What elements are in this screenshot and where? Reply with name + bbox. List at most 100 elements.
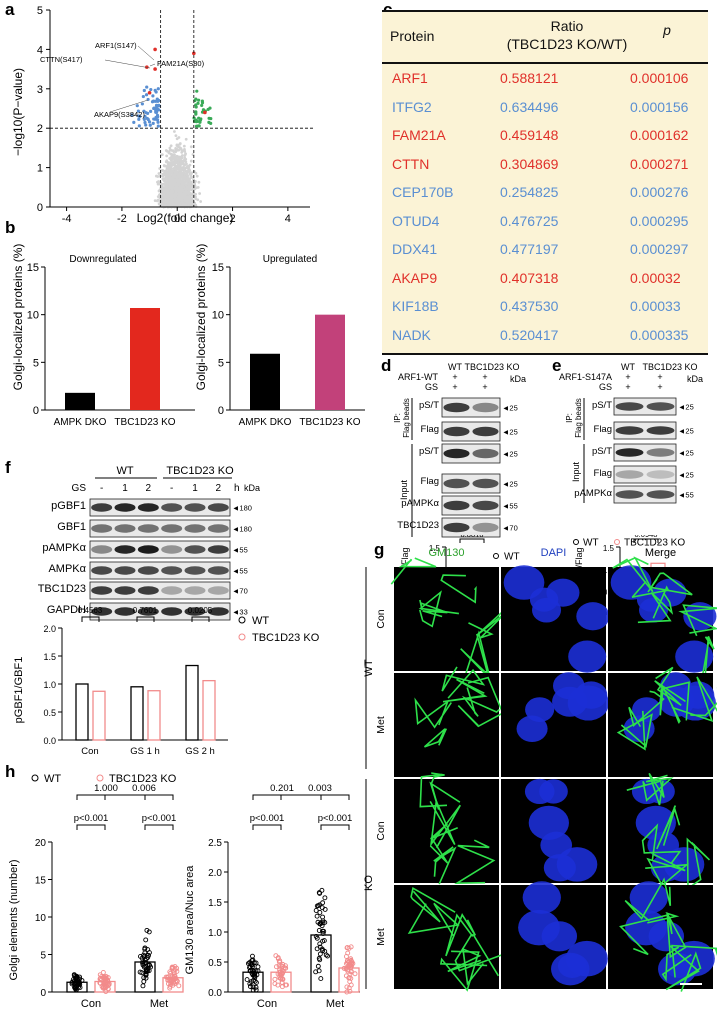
volcano-point-down <box>141 94 145 99</box>
data-point <box>343 954 349 959</box>
data-point <box>139 970 145 976</box>
blot-kda-marker: ◄25 <box>502 450 518 459</box>
data-point <box>350 961 356 967</box>
bar-ko <box>92 690 106 741</box>
sig-bracket <box>459 538 485 543</box>
volcano-point <box>189 174 193 178</box>
data-point <box>164 975 170 980</box>
gs-label: GS <box>72 483 87 494</box>
blot-row-label: Flag <box>594 468 612 479</box>
data-point <box>318 976 324 982</box>
data-point <box>322 895 328 901</box>
volcano-point <box>183 177 186 181</box>
golgi-signal <box>429 798 461 849</box>
data-point <box>344 945 350 951</box>
golgi-signal <box>671 676 717 724</box>
legend-label: WT <box>44 773 61 785</box>
arf-label: ARF1-S147A <box>559 372 612 382</box>
golgi-signal <box>612 556 654 593</box>
golgi-signal <box>461 687 500 717</box>
table-cell-protein: ARF1 <box>392 70 428 86</box>
volcano-annotation-line <box>104 59 151 69</box>
blot-band <box>443 500 470 511</box>
volcano-point <box>175 172 179 176</box>
blot-kda-marker: ◄25 <box>678 471 694 480</box>
nucleus <box>635 805 676 840</box>
volcano-point <box>168 179 171 183</box>
volcano-point <box>177 162 181 166</box>
volcano-point <box>178 157 182 161</box>
volcano-point-down <box>154 110 159 115</box>
volcano-point <box>179 179 183 182</box>
volcano-point <box>164 189 168 192</box>
volcano-point <box>156 175 160 178</box>
pvalue: p<0.001 <box>250 813 285 824</box>
volcano-point-down <box>149 87 153 92</box>
data-point <box>341 965 347 971</box>
volcano-xtick-label: 2 <box>229 213 235 225</box>
y-tick-label: 2.0 <box>208 868 222 879</box>
lane-label: 1 <box>122 483 128 494</box>
data-point <box>323 952 329 958</box>
volcano-point <box>169 197 173 200</box>
legend-label: WT <box>583 538 599 549</box>
blot-band <box>184 545 206 554</box>
golgi-signal <box>624 877 672 922</box>
volcano-point-down <box>130 113 134 117</box>
y-tick-label: 1.0 <box>208 928 222 939</box>
data-point <box>320 928 325 934</box>
y-tick-label: 1.5 <box>208 898 222 909</box>
volcano-point <box>189 145 193 149</box>
table-row: ITFG2 0.634496 0.000156 <box>382 99 708 121</box>
bar-ko <box>202 679 216 741</box>
data-point <box>167 969 173 975</box>
data-point <box>321 938 327 944</box>
volcano-point <box>183 193 187 197</box>
volcano-point <box>159 171 162 175</box>
row-label: Con <box>375 821 387 840</box>
volcano-point <box>182 144 186 148</box>
volcano-point <box>157 180 161 184</box>
volcano-point-down <box>156 124 160 128</box>
volcano-point <box>187 164 191 168</box>
table-cell-p: 0.000297 <box>630 241 689 257</box>
blot-band <box>91 503 113 512</box>
bar-ko <box>147 690 161 741</box>
volcano-point <box>164 175 168 179</box>
volcano-point <box>173 153 176 157</box>
blot-band <box>161 607 183 616</box>
pvalue: 0.201 <box>270 783 294 794</box>
blot-row-label: pS/T <box>419 400 439 411</box>
volcano-xlabel: Log2(fold change) <box>137 211 234 225</box>
nucleus <box>576 602 610 631</box>
blot-band <box>91 524 113 533</box>
bar-down <box>130 307 160 410</box>
volcano-point-highlight <box>192 51 196 56</box>
microscopy-svg: Con Met Con Met WT KO <box>363 556 717 992</box>
plus-sign: + <box>452 382 457 392</box>
blot-kda-marker: ◄55 <box>232 546 248 555</box>
upregulated-title: Upregulated <box>263 254 317 265</box>
x-category-label: GS 1 h <box>130 746 160 757</box>
blot-kda-marker: ◄25 <box>502 480 518 489</box>
row-label: Met <box>375 928 387 946</box>
golgi-signal <box>454 839 496 885</box>
volcano-point-up <box>207 116 211 120</box>
table-row: AKAP9 0.407318 0.00032 <box>382 270 708 292</box>
volcano-annotation: AKAP9(S3842) <box>94 110 145 119</box>
group-label-ko: KO <box>363 875 375 891</box>
volcano-ylabel: −log10(P−value) <box>11 68 25 156</box>
y-tick-label: 0.5 <box>43 708 56 718</box>
sig-bracket <box>191 616 210 622</box>
data-point <box>247 984 253 989</box>
volcano-point <box>185 185 189 189</box>
golgi-signal <box>654 666 686 706</box>
volcano-point-up <box>209 121 213 125</box>
volcano-point <box>181 202 185 206</box>
data-point <box>77 985 83 990</box>
volcano-point <box>174 164 177 168</box>
golgi-signal <box>647 912 687 959</box>
golgi-signal <box>441 666 486 699</box>
golgi-signal <box>460 630 491 679</box>
volcano-point <box>190 202 194 206</box>
